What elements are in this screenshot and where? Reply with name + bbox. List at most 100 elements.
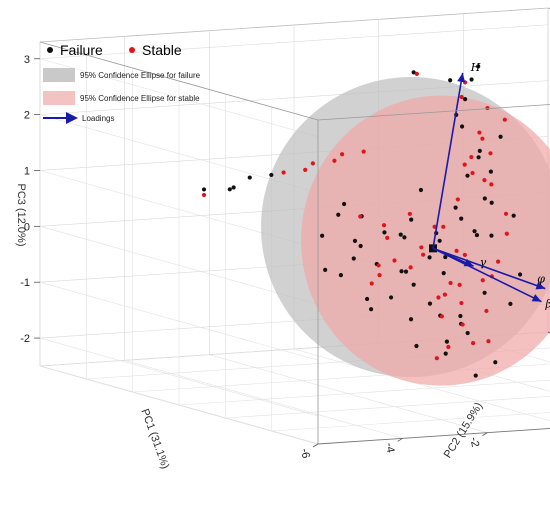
- failure-point: [365, 296, 370, 302]
- z-tick-label: 1: [24, 165, 30, 177]
- gridline-y-floor: [178, 379, 550, 406]
- failure-point: [414, 343, 419, 349]
- stable-point: [457, 282, 462, 288]
- loading-arrowhead: [531, 294, 542, 302]
- failure-point: [443, 254, 448, 260]
- failure-point: [411, 282, 416, 287]
- z-axis-title: PC3 (12.0%): [15, 184, 27, 247]
- stable-point: [376, 263, 381, 268]
- failure-point: [399, 269, 404, 274]
- stable-point: [459, 300, 464, 306]
- failure-point: [469, 77, 474, 82]
- stable-point: [489, 182, 494, 187]
- stable-point: [504, 231, 509, 236]
- failure-point: [201, 187, 207, 192]
- failure-point: [402, 235, 407, 240]
- failure-point: [437, 238, 442, 243]
- stable-point: [442, 292, 447, 297]
- x-axis-title: PC1 (31.1%): [138, 407, 171, 470]
- loading-vectors: Hγ φβ: [429, 61, 550, 311]
- z-tick-label: -2: [20, 333, 30, 345]
- failure-point: [443, 351, 448, 356]
- failure-point: [409, 217, 414, 222]
- failure-point: [493, 360, 498, 365]
- stable-point: [484, 308, 489, 314]
- z-tick-label: 3: [24, 54, 30, 66]
- failure-point: [476, 64, 481, 69]
- failure-point: [498, 134, 503, 139]
- x-tick-label: -4: [383, 442, 397, 454]
- failure-point: [511, 213, 516, 218]
- stable-point: [408, 265, 413, 270]
- loading-vector: [432, 247, 542, 303]
- stable-point: [470, 170, 475, 176]
- z-tick-label: 2: [24, 110, 30, 122]
- failure-point: [489, 200, 494, 205]
- stable-point: [439, 314, 444, 319]
- failure-point: [477, 148, 482, 154]
- stable-point: [381, 223, 387, 228]
- loading-label: γ: [480, 256, 487, 269]
- legend-failure-marker: [47, 47, 53, 53]
- stable-point: [407, 211, 412, 217]
- confidence-ellipses: [261, 77, 550, 386]
- stable-point: [414, 71, 419, 76]
- gridline-y-floor: [225, 395, 550, 419]
- stable-point: [503, 211, 509, 216]
- failure-point: [336, 212, 341, 217]
- failure-point: [382, 230, 387, 235]
- stable-point: [480, 278, 485, 283]
- loading-vector: [432, 247, 546, 290]
- failure-point: [508, 301, 513, 306]
- loading-vector: [432, 72, 464, 249]
- failure-point: [448, 78, 453, 83]
- legend-ellipse-failure-label: 95% Confidence Ellipse for failure: [80, 71, 201, 80]
- failure-point: [488, 169, 493, 174]
- loading-label: H: [470, 61, 481, 74]
- failure-point: [323, 267, 328, 272]
- legend-stable-marker: [129, 47, 135, 53]
- failure-point: [517, 272, 523, 277]
- failure-point: [227, 187, 232, 192]
- x-tick-mark: [397, 437, 403, 442]
- failure-point: [411, 70, 416, 75]
- failure-point: [247, 175, 252, 180]
- stable-point: [436, 295, 441, 300]
- stable-point: [455, 197, 460, 202]
- legend-ellipse-stable-swatch: [43, 91, 75, 105]
- legend-loadings-arrowhead: [66, 112, 78, 124]
- stable-point: [454, 248, 459, 253]
- failure-points: [201, 64, 523, 378]
- failure-point: [398, 232, 403, 237]
- failure-point: [269, 172, 274, 178]
- failure-point: [358, 243, 363, 249]
- stable-point: [502, 117, 507, 122]
- gridline-z-back: [39, 24, 549, 60]
- stable-point: [434, 356, 439, 361]
- stable-point: [459, 94, 464, 100]
- failure-point: [473, 373, 478, 378]
- stable-point: [281, 170, 286, 175]
- stable-point: [462, 162, 467, 167]
- stable-point: [471, 340, 476, 346]
- failure-point: [342, 201, 347, 207]
- gridline-z-back: [39, 80, 549, 115]
- stable-point: [340, 152, 345, 157]
- box-edge: [39, 41, 319, 121]
- stable-point: [448, 280, 453, 286]
- y-tick-mark: [547, 331, 550, 334]
- loading-arrowhead: [535, 281, 546, 290]
- stable-point: [488, 151, 493, 156]
- failure-point: [489, 233, 494, 238]
- legend-ellipse-failure-swatch: [43, 68, 75, 82]
- z-tick-label: -1: [20, 277, 30, 289]
- loading-arrowhead: [457, 72, 466, 83]
- stable-points: [201, 71, 509, 361]
- legend-stable-label: Stable: [142, 42, 182, 58]
- stable-point: [485, 105, 490, 111]
- failure-point: [482, 196, 487, 201]
- failure-point: [427, 255, 432, 260]
- failure-point: [352, 238, 358, 243]
